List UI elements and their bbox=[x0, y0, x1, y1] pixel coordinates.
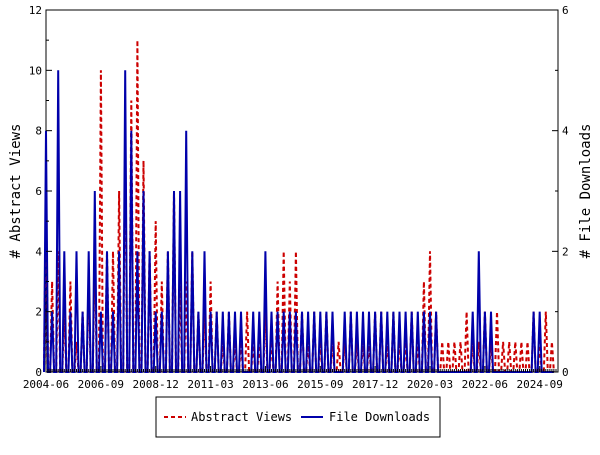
y-right-tick-labels: 0 2 4 6 bbox=[562, 4, 569, 379]
y-left-tick-label: 10 bbox=[29, 64, 42, 77]
x-tick-label: 2022-06 bbox=[462, 378, 508, 391]
y-left-tick-label: 0 bbox=[35, 366, 42, 379]
x-tick-label: 2013-06 bbox=[242, 378, 288, 391]
y-right-tick-label: 4 bbox=[562, 125, 569, 138]
y-right-tick-label: 2 bbox=[562, 245, 569, 258]
legend-box bbox=[155, 396, 441, 438]
y-left-tick-label: 12 bbox=[29, 4, 42, 17]
x-tick-label: 2024-09 bbox=[517, 378, 563, 391]
x-tick-labels: 2004-06 2006-09 2008-12 2011-03 2013-06 2015-… bbox=[23, 378, 563, 391]
y-left-tick-labels: 0 2 4 6 8 10 12 bbox=[29, 4, 43, 379]
series-layer bbox=[43, 40, 555, 373]
y-left-axis-title: # Abstract Views bbox=[8, 124, 24, 259]
x-tick-label: 2011-03 bbox=[187, 378, 233, 391]
legend-label-abstract-views: Abstract Views bbox=[191, 410, 292, 424]
x-tick-label: 2020-03 bbox=[407, 378, 453, 391]
x-tick-label: 2015-09 bbox=[297, 378, 343, 391]
y-left-tick-label: 8 bbox=[35, 125, 42, 138]
series-line-file-downloads bbox=[43, 70, 554, 373]
y-left-tick-label: 6 bbox=[35, 185, 42, 198]
y-right-tick-label: 6 bbox=[562, 4, 569, 17]
x-tick-label: 2006-09 bbox=[78, 378, 124, 391]
x-tick-label: 2017-12 bbox=[352, 378, 398, 391]
legend-label-file-downloads: File Downloads bbox=[329, 410, 430, 424]
x-tick-label: 2008-12 bbox=[133, 378, 179, 391]
x-tick-label: 2004-06 bbox=[23, 378, 69, 391]
ticks-layer bbox=[45, 9, 559, 373]
legend: Abstract Views File Downloads bbox=[155, 396, 441, 438]
y-left-tick-label: 4 bbox=[35, 245, 42, 258]
y-left-tick-label: 2 bbox=[35, 306, 42, 319]
y-right-axis-title: # File Downloads bbox=[578, 124, 594, 259]
y-right-tick-label: 0 bbox=[562, 366, 569, 379]
